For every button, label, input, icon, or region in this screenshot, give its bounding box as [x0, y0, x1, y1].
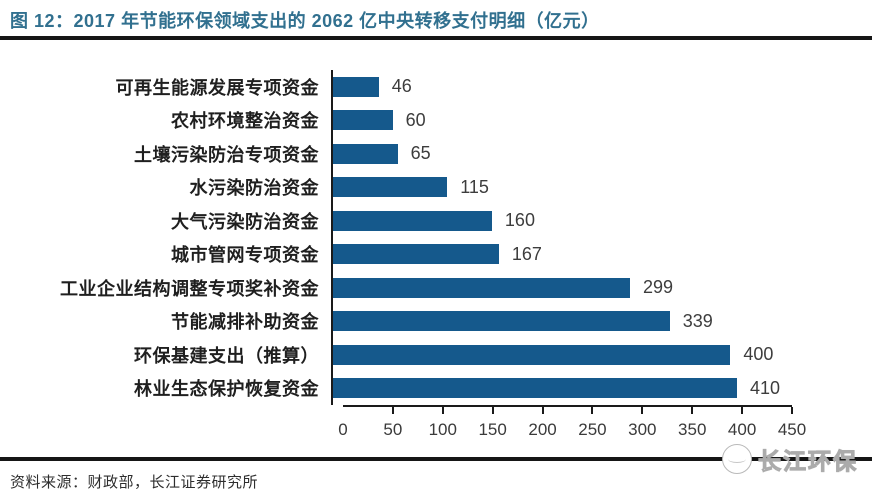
value-label: 410: [749, 377, 780, 398]
chart-row: 可再生能源发展专项资金 46: [0, 70, 872, 104]
chart-row: 水污染防治资金 115: [0, 170, 872, 204]
bar-track: 115: [331, 170, 780, 204]
value-label: 46: [391, 76, 412, 97]
bar: [333, 378, 737, 399]
bar: [333, 110, 393, 131]
category-label: 水污染防治资金: [189, 178, 319, 199]
axis-tick-label: 50: [383, 420, 403, 439]
axis-tick: [491, 407, 494, 414]
axis-tick: [591, 407, 594, 414]
bar: [333, 177, 448, 198]
brand-logo-text: 长江环保: [758, 448, 858, 475]
bar-track: 410: [331, 371, 780, 405]
axis-tick-label: 300: [628, 420, 657, 439]
chart-row: 环保基建支出（推算） 400: [0, 338, 872, 372]
chart-row: 工业企业结构调整专项奖补资金 299: [0, 271, 872, 305]
x-axis-tick-labels: 0 50 100 150 200 250 300 350 400 450: [338, 414, 806, 440]
category-label: 农村环境整治资金: [171, 111, 319, 132]
bar: [333, 143, 398, 164]
value-label: 60: [405, 109, 426, 130]
category-label: 工业企业结构调整专项奖补资金: [60, 278, 319, 299]
bar: [333, 277, 630, 298]
value-label: 400: [743, 344, 774, 365]
bar-track: 339: [331, 304, 780, 338]
value-label: 339: [682, 310, 713, 331]
chart-row: 节能减排补助资金 339: [0, 304, 872, 338]
category-label: 大气污染防治资金: [171, 211, 319, 232]
footer-divider: [0, 457, 872, 461]
axis-tick-label: 100: [428, 420, 457, 439]
bar-track: 65: [331, 137, 780, 171]
axis-tick-label: 350: [678, 420, 707, 439]
category-label: 土壤污染防治专项资金: [134, 144, 319, 165]
value-label: 115: [460, 176, 489, 197]
category-label: 节能减排补助资金: [171, 312, 319, 333]
bar: [333, 311, 670, 332]
bar-track: 60: [331, 103, 780, 137]
bar: [333, 344, 731, 365]
axis-tick: [791, 407, 793, 414]
axis-tick-label: 200: [528, 420, 557, 439]
chart-row: 土壤污染防治专项资金 65: [0, 137, 872, 171]
brand-logo: 长江环保: [722, 441, 858, 477]
category-label: 林业生态保护恢复资金: [134, 379, 319, 400]
axis-tick: [691, 407, 694, 414]
axis-tick-label: 450: [777, 420, 807, 439]
bar: [333, 244, 499, 265]
chart-row: 林业生态保护恢复资金 410: [0, 371, 872, 405]
x-axis: [343, 405, 793, 414]
bar-chart: 可再生能源发展专项资金 46 农村环境整治资金 60 土壤污染防治专项资金 65 水污染防治…: [0, 70, 872, 440]
globe-icon: [722, 444, 752, 474]
category-label: 城市管网专项资金: [171, 245, 319, 266]
value-label: 299: [643, 277, 674, 298]
bar-track: 46: [331, 70, 780, 104]
axis-tick: [441, 407, 444, 414]
chart-row: 城市管网专项资金 167: [0, 237, 872, 271]
axis-tick: [541, 407, 544, 414]
title-divider: [0, 36, 872, 40]
axis-tick: [391, 407, 394, 414]
axis-tick-label: 250: [578, 420, 607, 439]
chart-row: 大气污染防治资金 160: [0, 204, 872, 238]
bar-track: 160: [331, 204, 780, 238]
figure-title: 图 12：2017 年节能环保领域支出的 2062 亿中央转移支付明细（亿元）: [10, 11, 600, 31]
axis-tick-label: 400: [727, 420, 757, 439]
chart-row: 农村环境整治资金 60: [0, 103, 872, 137]
axis-tick-label: 0: [338, 420, 348, 439]
value-label: 65: [410, 143, 431, 164]
value-label: 160: [504, 210, 535, 231]
chart-rows: 可再生能源发展专项资金 46 农村环境整治资金 60 土壤污染防治专项资金 65 水污染防治…: [0, 70, 872, 405]
source-note: 资料来源：财政部，长江证券研究所: [10, 474, 259, 491]
bar: [333, 76, 379, 97]
bar-track: 299: [331, 271, 780, 305]
axis-tick-label: 150: [478, 420, 507, 439]
axis-tick: [741, 407, 744, 414]
bar-track: 400: [331, 338, 780, 372]
category-label: 可再生能源发展专项资金: [115, 77, 319, 98]
axis-tick: [641, 407, 644, 414]
category-label: 环保基建支出（推算）: [134, 345, 319, 366]
bar: [333, 210, 492, 231]
bar-track: 167: [331, 237, 780, 271]
value-label: 167: [511, 243, 542, 264]
